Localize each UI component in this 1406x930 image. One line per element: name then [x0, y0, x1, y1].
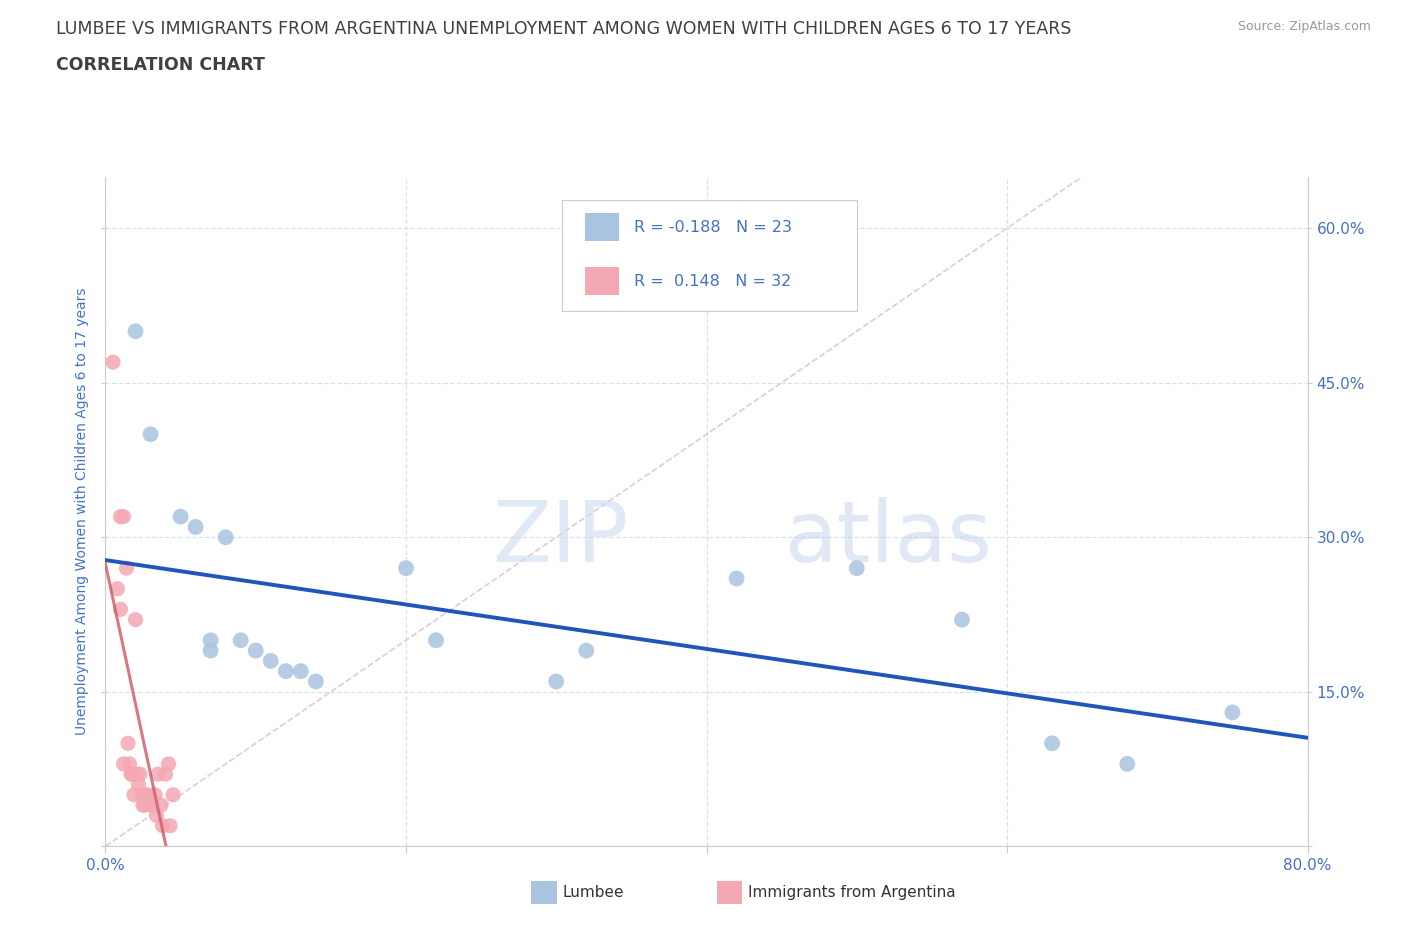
Point — [162, 788, 184, 803]
Text: ZIP: ZIP — [492, 497, 628, 579]
Point — [146, 766, 169, 781]
Point — [101, 354, 124, 369]
Point — [1040, 736, 1063, 751]
Text: Lumbee: Lumbee — [562, 884, 624, 900]
Point — [425, 632, 447, 647]
Point — [155, 766, 177, 781]
Point — [124, 612, 146, 627]
Point — [139, 427, 162, 442]
Point — [122, 788, 145, 803]
Point — [141, 798, 163, 813]
Point — [112, 510, 135, 525]
Point — [229, 632, 252, 647]
Point — [134, 798, 156, 813]
Text: LUMBEE VS IMMIGRANTS FROM ARGENTINA UNEMPLOYMENT AMONG WOMEN WITH CHILDREN AGES : LUMBEE VS IMMIGRANTS FROM ARGENTINA UNEM… — [56, 20, 1071, 38]
Point — [395, 561, 418, 576]
Text: atlas: atlas — [785, 497, 993, 579]
Point — [145, 808, 167, 823]
Point — [139, 798, 162, 813]
Point — [118, 756, 141, 771]
Point — [115, 561, 138, 576]
Text: Immigrants from Argentina: Immigrants from Argentina — [748, 884, 956, 900]
FancyBboxPatch shape — [585, 267, 619, 295]
Point — [214, 530, 236, 545]
Point — [136, 788, 159, 803]
Point — [200, 632, 222, 647]
Point — [260, 654, 283, 669]
Text: Source: ZipAtlas.com: Source: ZipAtlas.com — [1237, 20, 1371, 33]
Point — [245, 644, 267, 658]
Point — [1222, 705, 1244, 720]
Point — [159, 818, 181, 833]
Point — [131, 788, 153, 803]
Point — [132, 798, 155, 813]
Point — [150, 798, 173, 813]
Point — [129, 766, 152, 781]
Text: CORRELATION CHART: CORRELATION CHART — [56, 56, 266, 73]
Point — [112, 756, 135, 771]
Point — [200, 644, 222, 658]
Point — [305, 674, 328, 689]
FancyBboxPatch shape — [585, 213, 619, 241]
Point — [1116, 756, 1139, 771]
Text: R =  0.148   N = 32: R = 0.148 N = 32 — [634, 273, 792, 288]
Y-axis label: Unemployment Among Women with Children Ages 6 to 17 years: Unemployment Among Women with Children A… — [76, 287, 90, 736]
Point — [845, 561, 868, 576]
Point — [169, 510, 191, 525]
Point — [184, 520, 207, 535]
Point — [290, 664, 312, 679]
Point — [725, 571, 748, 586]
Point — [125, 766, 148, 781]
Point — [124, 324, 146, 339]
Point — [120, 766, 142, 781]
Point — [152, 818, 174, 833]
Point — [950, 612, 973, 627]
Point — [117, 736, 139, 751]
Point — [135, 788, 157, 803]
Point — [128, 777, 150, 792]
Point — [575, 644, 598, 658]
Point — [143, 788, 166, 803]
FancyBboxPatch shape — [562, 200, 856, 311]
Point — [121, 766, 143, 781]
Point — [110, 510, 132, 525]
Point — [274, 664, 297, 679]
Point — [546, 674, 568, 689]
Point — [157, 756, 180, 771]
Point — [107, 581, 129, 596]
Point — [110, 602, 132, 617]
Text: R = -0.188   N = 23: R = -0.188 N = 23 — [634, 219, 793, 234]
